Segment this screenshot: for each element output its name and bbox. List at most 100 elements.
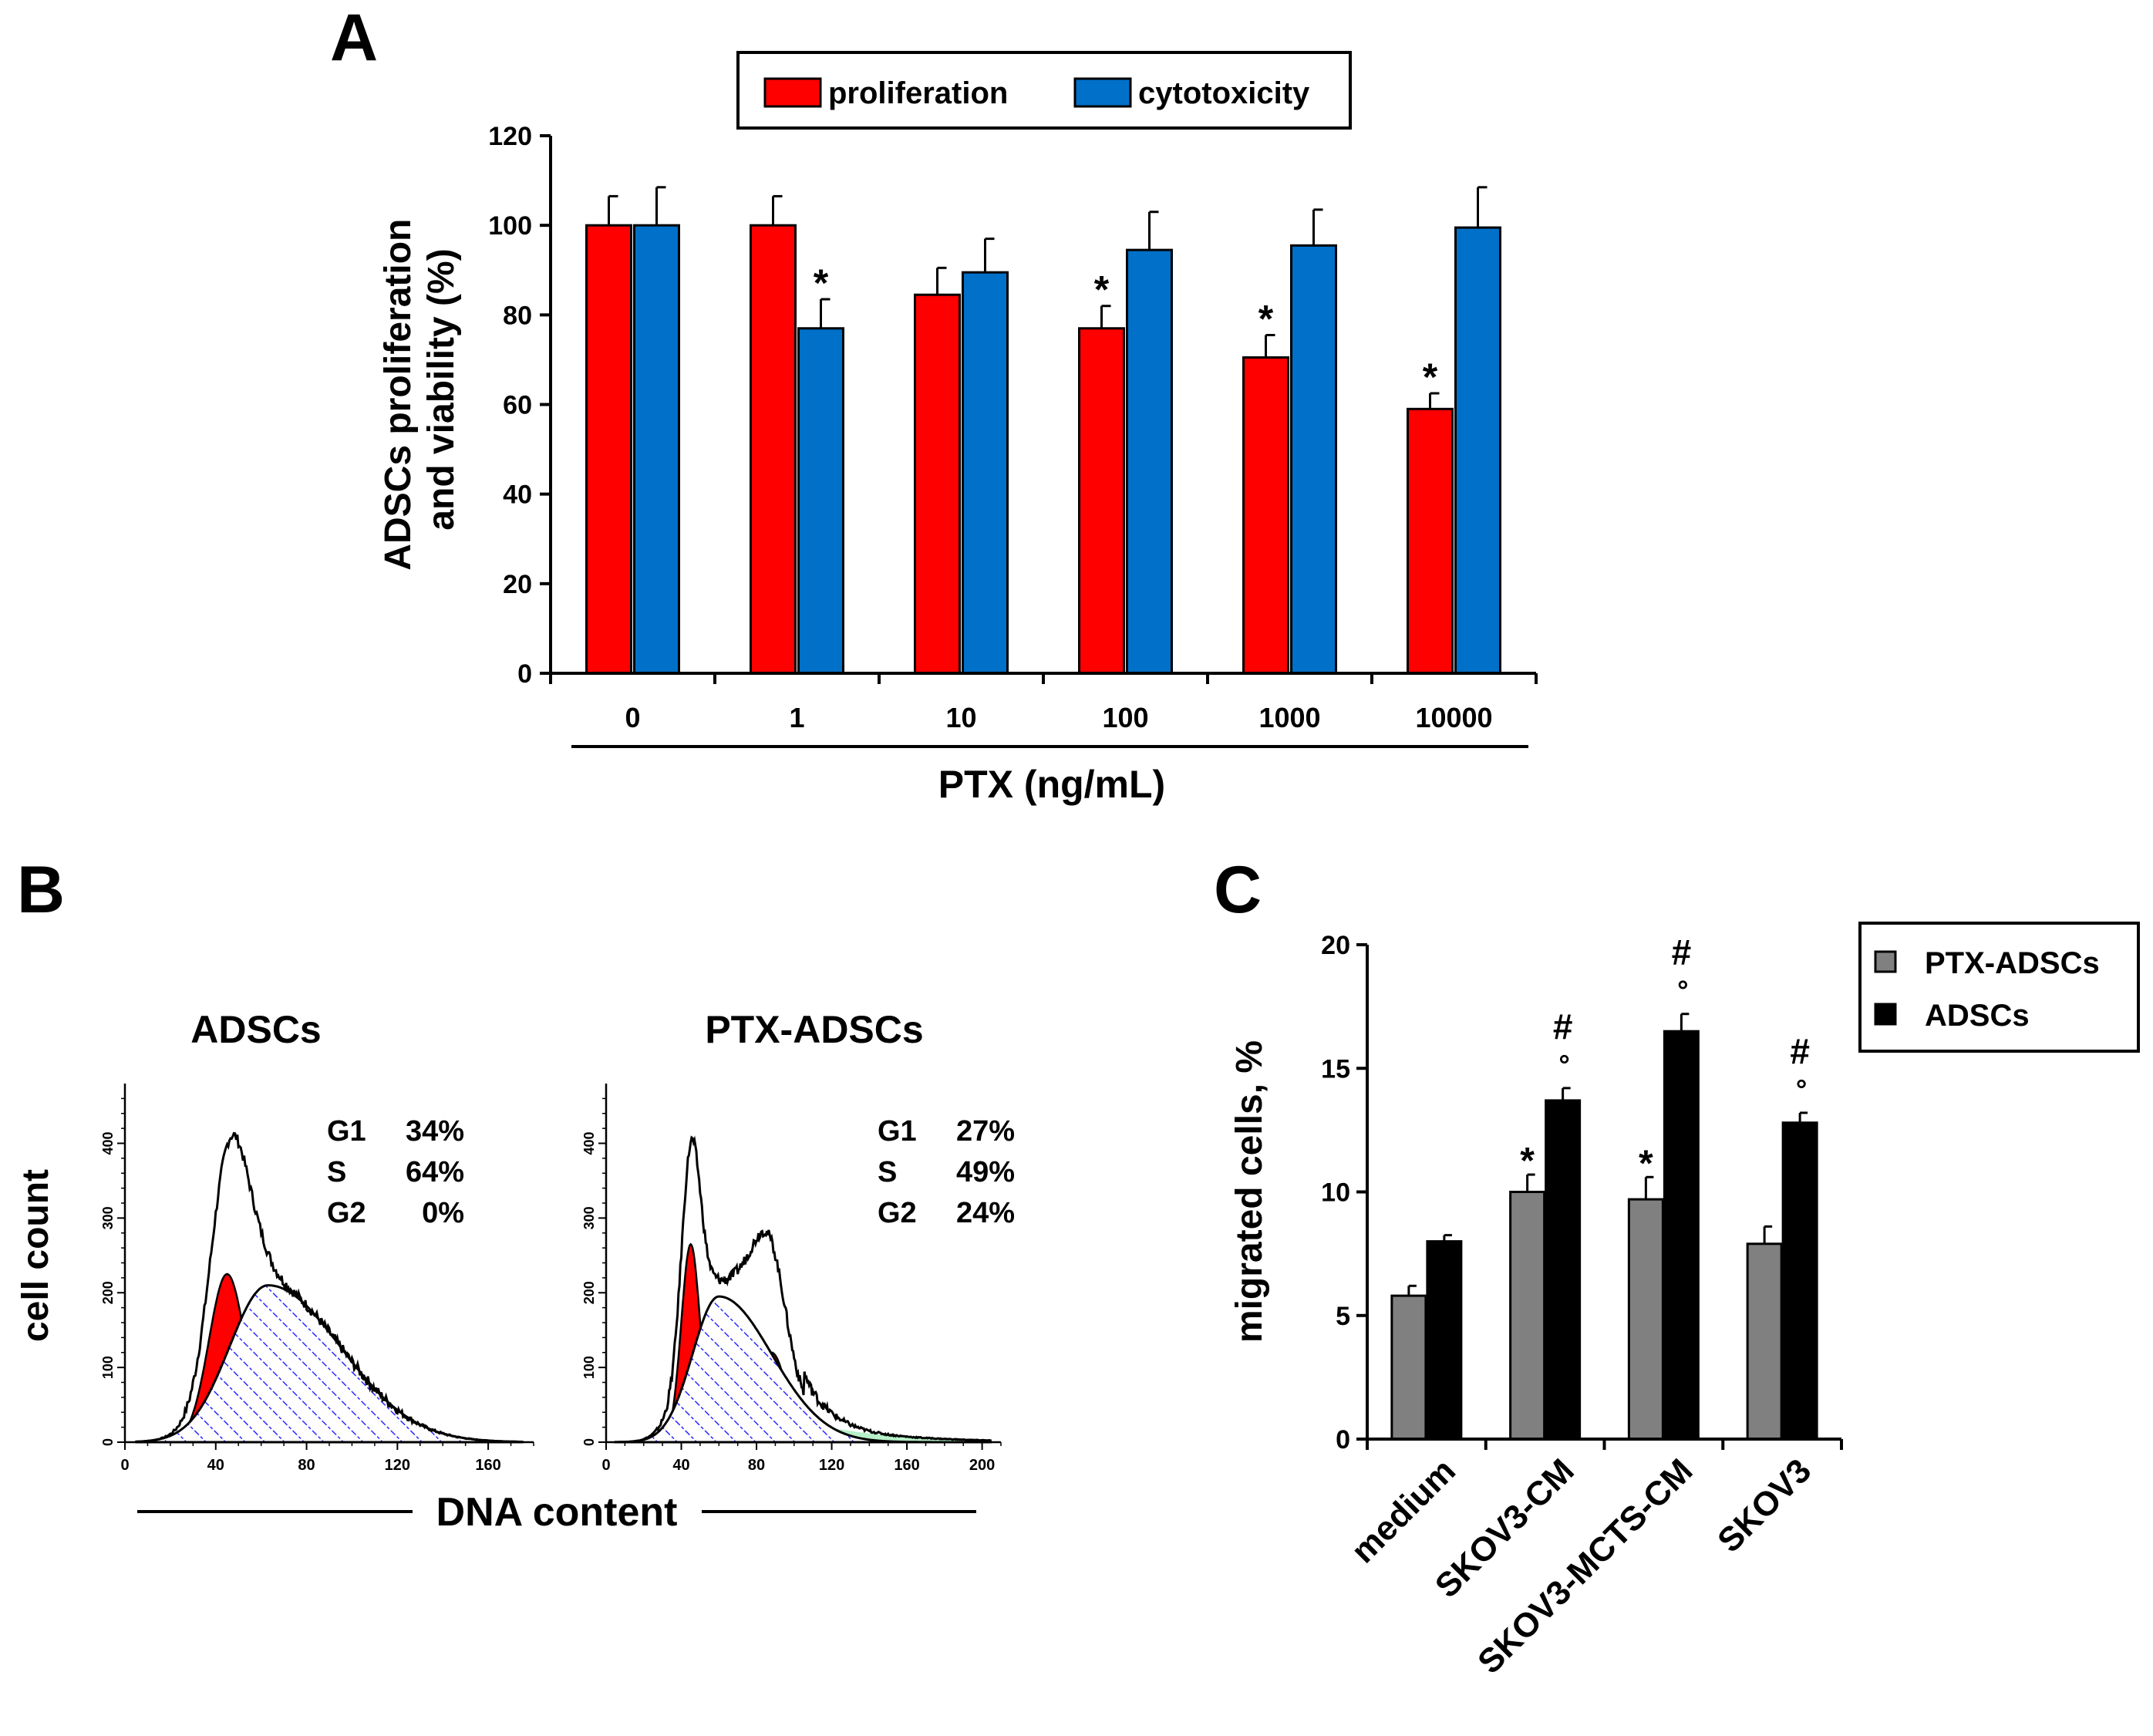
y-tick-label-a: 20 [503,570,532,599]
y-tick-label-a: 40 [503,480,532,510]
phase-value: 24% [956,1197,1015,1229]
x-tick-label-c: SKOV3-MCTS-CM [1471,1451,1700,1680]
bars-c: *°#*°#°# [1390,932,1818,1441]
bar-proliferation-0 [585,224,632,675]
y-tick-label-c: 5 [1336,1302,1350,1331]
y-axis-label-c: migrated cells, % [1229,1040,1270,1343]
x-tick-label-b: 0 [120,1457,129,1474]
y-tick-label-b: 400 [100,1131,116,1155]
phase-value: 34% [406,1115,464,1148]
x-tick-label-b: 120 [819,1457,844,1474]
bar-adscs-medium [1426,1240,1463,1441]
histogram-title: PTX-ADSCs [705,1008,923,1051]
phase-label: S [878,1156,897,1188]
histogram-title: ADSCs [190,1008,321,1051]
histogram-ptx-adscs: PTX-ADSCs 0 100 200 300 400 0 40 80 120 160 200 G1 27… [581,1008,1015,1474]
bar-proliferation-10 [914,293,961,675]
x-tick-label-a: 100 [1102,702,1148,733]
x-tick-label-b: 120 [385,1457,410,1474]
x-tick-label-a: 1 [789,702,804,733]
legend-a-swatch-proliferation [763,77,822,108]
y-tick-label-b: 200 [100,1281,116,1304]
phase-value: 49% [956,1156,1015,1188]
phase-label: G1 [327,1115,366,1148]
significance-mark: * [1258,297,1274,340]
legend-c-swatch-ptx-adscs [1874,950,1897,973]
legend-a-box [736,51,1352,130]
x-tick-label-b: 0 [601,1457,610,1474]
bar-ptx-adscs-skov3-mcts-cm [1627,1198,1664,1441]
x-tick-label-b: 80 [748,1457,765,1474]
legend-c-swatch-adscs [1874,1003,1897,1026]
significance-mark: * [1423,356,1438,399]
panel-a-label: A [330,1,378,75]
legend-a-swatch-cytotoxicity [1073,77,1132,108]
significance-mark-hash: # [1790,1031,1810,1071]
legend-c: PTX-ADSCs ADSCs [1858,922,2140,1053]
bar-adscs-skov3-cm [1545,1099,1582,1441]
x-axis-label-b: DNA content [436,1490,678,1535]
y-tick-label-c: 0 [1336,1425,1350,1455]
bar-ptx-adscs-medium [1390,1294,1427,1441]
x-tick-label-b: 160 [475,1457,500,1474]
phase-value: 27% [956,1115,1015,1148]
panel-c-label: C [1214,853,1262,927]
histogram-adscs: ADSCs 0 100 200 300 400 0 40 80 120 160 G1 34% S 64% G2… [100,1008,534,1474]
panel-b-label: B [17,853,65,927]
phase-label: G2 [878,1197,917,1229]
bar-proliferation-100 [1078,327,1125,675]
y-tick-label-a: 120 [488,122,532,151]
x-tick-label-c: medium [1344,1451,1463,1570]
y-axis-ticks-a: 0 20 40 60 80 100 120 [488,122,551,689]
bar-ptx-adscs-skov3 [1746,1242,1783,1441]
x-tick-label-a: 10 [945,702,976,733]
y-axis-label-a: ADSCs proliferation and viability (%) [378,208,462,570]
x-tick-label-a: 1000 [1258,702,1320,733]
x-tick-label-b: 80 [298,1457,315,1474]
significance-mark: * [814,261,829,305]
y-axis-label-b: cell count [15,1169,56,1342]
histogram-envelope [614,1135,992,1444]
panel-a: A proliferation cytotoxicity 02040608010… [330,1,1538,806]
y-tick-label-b: 400 [581,1131,597,1155]
bar-proliferation-10000 [1407,407,1454,675]
significance-mark: * [1520,1141,1535,1181]
legend-a-label-proliferation: proliferation [828,76,1008,110]
significance-mark-circle: ° [1677,975,1688,1006]
significance-mark-hash: # [1672,932,1692,972]
x-axis-label-a: PTX (ng/mL) [938,763,1165,806]
s-phase-area [135,1284,524,1444]
bar-ptx-adscs-skov3-cm [1509,1191,1546,1441]
y-tick-label-b: 300 [581,1206,597,1229]
x-tick-labels-a: 0 1 10 100 1000 10000 [625,702,1492,733]
legend-c-label-adscs: ADSCs [1925,999,2030,1033]
y-tick-label-b: 300 [100,1206,116,1229]
bar-cytotoxicity-100 [1126,248,1173,675]
legend-c-box [1858,922,2140,1053]
x-tick-label-b: 160 [894,1457,919,1474]
x-tick-label-c: SKOV3 [1710,1451,1818,1559]
y-tick-label-a: 80 [503,301,532,330]
significance-mark-circle: ° [1796,1074,1807,1105]
significance-mark-circle: ° [1558,1049,1569,1080]
y-tick-label-a: 0 [517,659,532,689]
y-tick-label-b: 0 [100,1438,116,1446]
x-tick-label-a: 10000 [1415,702,1492,733]
y-tick-label-a: 100 [488,211,532,241]
y-tick-label-c: 20 [1321,931,1350,960]
significance-mark: * [1639,1143,1653,1184]
y-axis-ticks-c: 0 5 10 15 20 [1321,931,1367,1455]
y-tick-label-b: 100 [100,1356,116,1379]
bar-cytotoxicity-10 [962,271,1009,675]
y-tick-label-b: 200 [581,1281,597,1304]
bar-proliferation-1 [750,224,797,675]
bar-cytotoxicity-1000 [1290,244,1337,675]
legend-a-label-cytotoxicity: cytotoxicity [1138,76,1310,110]
x-axis-ticks-c [1366,1439,1843,1450]
significance-mark-hash: # [1553,1006,1573,1047]
phase-label: S [327,1156,346,1188]
bar-adscs-skov3-mcts-cm [1663,1030,1700,1441]
legend-c-label-ptx-adscs: PTX-ADSCs [1925,946,2100,980]
